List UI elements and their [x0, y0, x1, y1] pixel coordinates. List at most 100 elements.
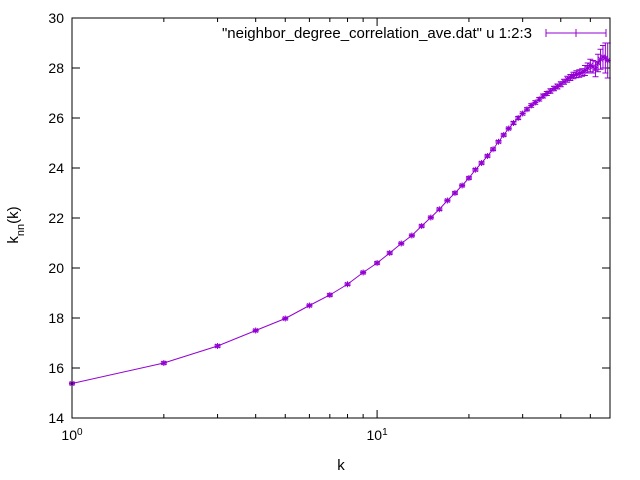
data-point: [282, 315, 289, 322]
x-tick-label: 101: [367, 427, 389, 444]
data-point: [418, 223, 425, 229]
point-marker: [554, 83, 560, 90]
y-axis-title: knn(k): [5, 206, 27, 243]
point-marker: [579, 69, 585, 76]
data-point: [160, 360, 167, 366]
point-marker: [506, 125, 512, 132]
data-point: [597, 48, 604, 70]
point-marker: [573, 71, 579, 77]
data-point: [436, 206, 443, 213]
x-tick-label-exponent: 1: [382, 427, 388, 438]
point-marker: [419, 223, 425, 229]
data-point: [550, 85, 557, 92]
y-tick-label: 18: [48, 310, 64, 326]
data-point: [500, 132, 507, 138]
point-marker: [602, 55, 608, 61]
data-point: [444, 197, 451, 204]
point-marker: [387, 250, 393, 256]
point-marker: [490, 146, 496, 152]
point-marker: [444, 197, 450, 204]
point-marker: [501, 132, 507, 138]
point-marker: [547, 88, 553, 94]
point-marker: [540, 93, 546, 99]
point-marker: [215, 343, 221, 349]
data-point: [326, 292, 333, 298]
point-marker: [510, 120, 517, 126]
point-marker: [374, 260, 380, 266]
data-point: [592, 61, 599, 78]
x-tick-label: 100: [61, 427, 83, 444]
data-point: [484, 153, 491, 159]
y-tick-label: 16: [48, 360, 64, 376]
data-point: [472, 166, 479, 173]
point-marker: [551, 85, 557, 92]
legend-label: "neighbor_degree_correlation_ave.dat" u …: [222, 25, 532, 42]
data-point: [408, 232, 415, 239]
point-marker: [344, 281, 351, 287]
y-tick-label: 14: [48, 410, 64, 426]
y-axis-title-subscript: nn: [15, 224, 27, 236]
data-point: [519, 110, 526, 117]
x-tick-label-exponent: 0: [77, 427, 83, 438]
data-point: [587, 58, 594, 73]
data-point: [427, 214, 434, 221]
point-marker: [398, 240, 404, 247]
data-point: [547, 88, 554, 94]
point-marker: [587, 62, 593, 69]
y-tick-label: 30: [48, 10, 64, 26]
point-marker: [161, 360, 167, 366]
x-tick-label-base: 10: [367, 427, 383, 443]
point-marker: [484, 153, 490, 159]
data-point: [360, 269, 367, 276]
point-marker: [459, 182, 465, 189]
point-marker: [479, 160, 485, 166]
y-tick-label: 22: [48, 210, 64, 226]
point-marker: [360, 269, 366, 276]
data-point: [505, 125, 512, 132]
point-marker: [515, 115, 521, 121]
point-marker: [436, 206, 442, 212]
point-marker: [590, 64, 596, 70]
data-point: [490, 146, 497, 153]
data-point: [306, 302, 313, 309]
point-marker: [452, 190, 458, 196]
x-axis-title: k: [337, 457, 345, 474]
data-point: [579, 68, 586, 77]
point-marker: [428, 214, 434, 221]
data-point: [214, 343, 221, 349]
data-point: [567, 74, 574, 81]
data-point: [344, 281, 351, 288]
data-point: [523, 106, 530, 113]
data-point: [495, 138, 502, 145]
data-point: [465, 175, 472, 181]
point-marker: [282, 315, 288, 322]
plot-frame: [71, 17, 611, 419]
y-axis-title-main: k: [5, 236, 22, 244]
data-point: [386, 250, 393, 256]
point-marker: [567, 74, 573, 81]
data-point: [515, 115, 522, 121]
point-marker: [409, 232, 415, 239]
point-marker: [253, 327, 259, 334]
data-point: [478, 160, 485, 166]
point-marker: [605, 57, 611, 64]
y-tick-label: 20: [48, 260, 64, 276]
point-marker: [327, 292, 333, 298]
y-tick-label: 26: [48, 110, 64, 126]
point-marker: [595, 60, 601, 66]
point-marker: [306, 302, 312, 309]
point-marker: [495, 139, 502, 145]
point-marker: [524, 106, 530, 112]
data-point: [584, 62, 591, 74]
point-marker: [544, 90, 550, 97]
data-point: [459, 182, 466, 189]
legend: "neighbor_degree_correlation_ave.dat" u …: [222, 25, 607, 42]
data-point: [528, 102, 535, 109]
data-point: [252, 327, 259, 334]
point-marker: [466, 175, 472, 181]
data-point: [374, 260, 381, 266]
y-tick-label: 28: [48, 60, 64, 76]
